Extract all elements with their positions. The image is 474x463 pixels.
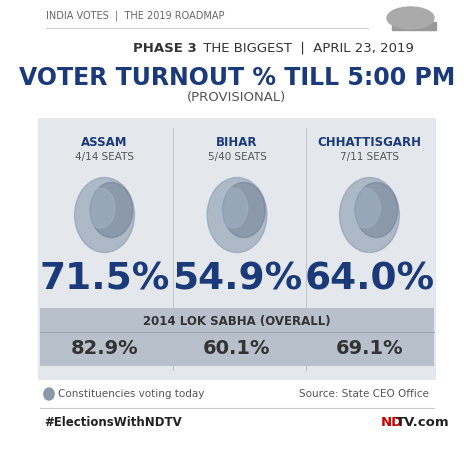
Ellipse shape [207,177,267,252]
Text: 7/11 SEATS: 7/11 SEATS [340,152,399,162]
Ellipse shape [339,177,400,252]
Text: INDIA VOTES  |  THE 2019 ROADMAP: INDIA VOTES | THE 2019 ROADMAP [46,11,225,21]
Text: THE BIGGEST  |  APRIL 23, 2019: THE BIGGEST | APRIL 23, 2019 [199,42,413,55]
Bar [392,22,436,30]
Text: VOTER TURNOUT % TILL 5:00 PM: VOTER TURNOUT % TILL 5:00 PM [19,66,455,90]
Text: 60.1%: 60.1% [203,338,271,357]
Text: #ElectionsWithNDTV: #ElectionsWithNDTV [45,415,182,428]
Text: ND: ND [381,415,403,428]
Text: (PROVISIONAL): (PROVISIONAL) [187,92,287,105]
Text: CHHATTISGARH: CHHATTISGARH [318,136,421,149]
FancyArrow shape [409,7,412,20]
Ellipse shape [218,188,248,228]
Ellipse shape [90,182,133,238]
Ellipse shape [85,188,115,228]
Ellipse shape [355,182,398,238]
Ellipse shape [222,182,265,238]
Text: TV.com: TV.com [396,415,449,428]
Text: 64.0%: 64.0% [304,262,435,298]
FancyBboxPatch shape [38,118,436,380]
Text: 54.9%: 54.9% [172,262,302,298]
Ellipse shape [74,177,135,252]
Circle shape [44,388,54,400]
Ellipse shape [387,7,434,29]
Text: 71.5%: 71.5% [39,262,170,298]
Text: BIHAR: BIHAR [216,136,258,149]
Text: Constituencies voting today: Constituencies voting today [58,389,205,399]
Text: ASSAM: ASSAM [81,136,128,149]
Bar [39,308,435,366]
Ellipse shape [350,188,380,228]
Text: Source: State CEO Office: Source: State CEO Office [300,389,429,399]
Text: 4/14 SEATS: 4/14 SEATS [75,152,134,162]
Text: 2014 LOK SABHA (OVERALL): 2014 LOK SABHA (OVERALL) [143,314,331,327]
Text: 82.9%: 82.9% [71,338,138,357]
Text: 69.1%: 69.1% [336,338,403,357]
Text: PHASE 3: PHASE 3 [133,42,197,55]
Text: 5/40 SEATS: 5/40 SEATS [208,152,266,162]
